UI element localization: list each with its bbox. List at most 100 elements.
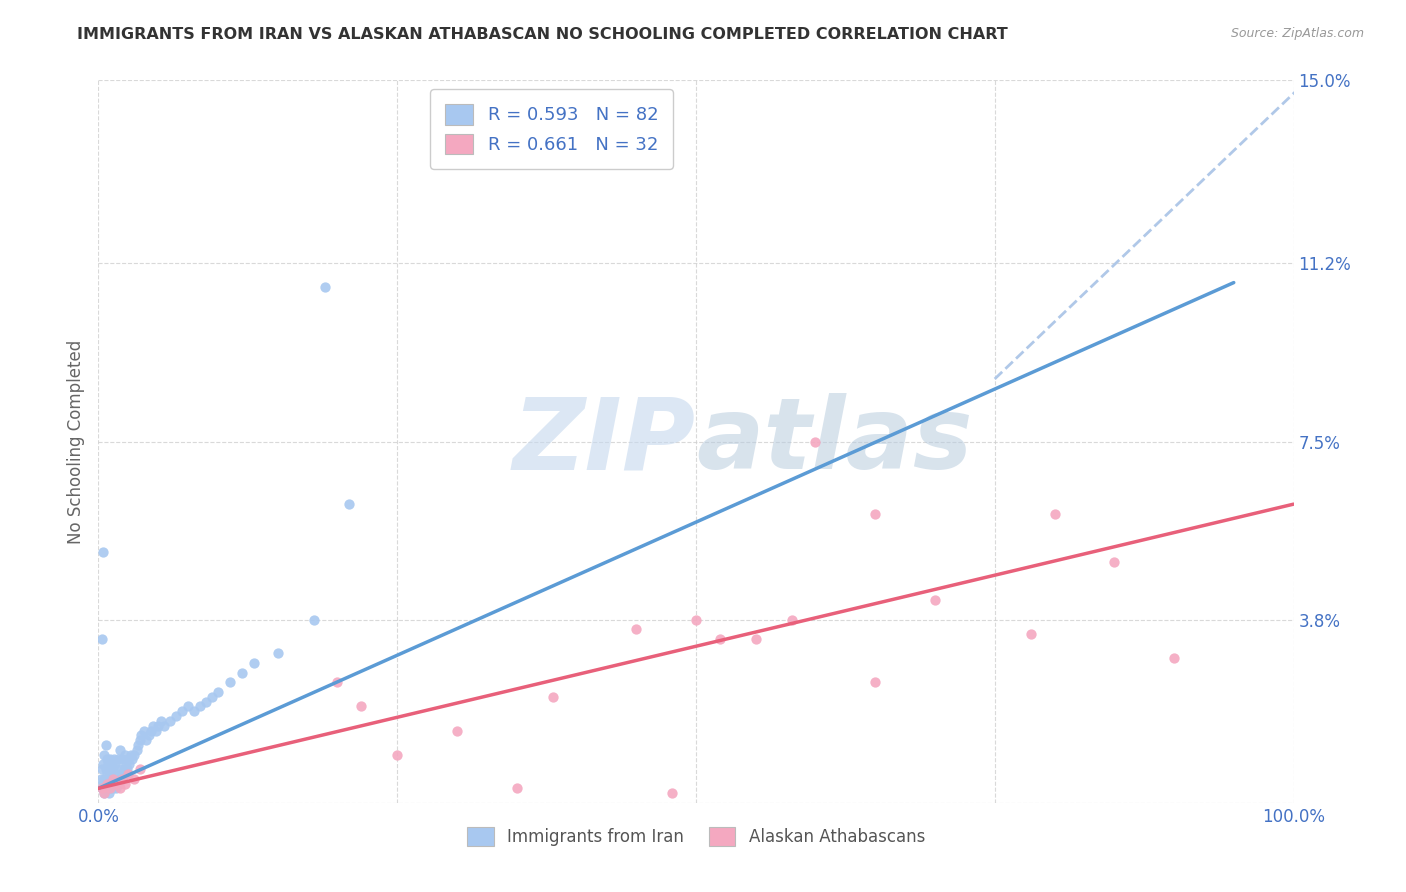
- Point: [114, 776, 136, 790]
- Point: [177, 699, 200, 714]
- Point: [219, 675, 242, 690]
- Point: [98, 781, 122, 796]
- Point: [93, 747, 115, 762]
- Point: [153, 719, 176, 733]
- Point: [302, 613, 325, 627]
- Point: [107, 772, 129, 786]
- Point: [98, 786, 121, 800]
- Point: [105, 767, 128, 781]
- Point: [159, 714, 181, 728]
- Point: [326, 675, 349, 690]
- Point: [350, 699, 373, 714]
- Point: [105, 781, 128, 796]
- Point: [115, 762, 138, 776]
- Point: [124, 772, 146, 786]
- Point: [108, 781, 131, 796]
- Point: [165, 709, 187, 723]
- Point: [103, 752, 125, 766]
- Point: [243, 656, 266, 670]
- Point: [924, 593, 946, 607]
- Point: [195, 695, 218, 709]
- Point: [98, 767, 122, 781]
- Point: [124, 747, 146, 762]
- Point: [745, 632, 768, 646]
- Point: [131, 728, 153, 742]
- Point: [111, 752, 134, 766]
- Point: [780, 613, 803, 627]
- Point: [91, 545, 114, 559]
- Point: [98, 762, 121, 776]
- Point: [135, 733, 157, 747]
- Text: Source: ZipAtlas.com: Source: ZipAtlas.com: [1230, 27, 1364, 40]
- Point: [626, 623, 648, 637]
- Point: [201, 690, 224, 704]
- Point: [117, 767, 139, 781]
- Point: [541, 690, 564, 704]
- Point: [97, 757, 120, 772]
- Point: [107, 752, 129, 766]
- Point: [865, 507, 887, 521]
- Point: [114, 767, 136, 781]
- Point: [98, 752, 122, 766]
- Y-axis label: No Schooling Completed: No Schooling Completed: [66, 340, 84, 543]
- Point: [93, 786, 115, 800]
- Point: [94, 781, 117, 796]
- Point: [94, 762, 117, 776]
- Text: ZIP: ZIP: [513, 393, 696, 490]
- Point: [118, 757, 141, 772]
- Point: [97, 772, 120, 786]
- Point: [1019, 627, 1042, 641]
- Point: [709, 632, 731, 646]
- Point: [138, 728, 160, 742]
- Point: [129, 733, 152, 747]
- Point: [101, 772, 124, 786]
- Point: [172, 704, 194, 718]
- Point: [111, 772, 134, 786]
- Point: [315, 280, 337, 294]
- Point: [107, 776, 129, 790]
- Point: [446, 723, 468, 738]
- Point: [104, 757, 127, 772]
- Point: [114, 747, 136, 762]
- Point: [183, 704, 205, 718]
- Point: [93, 786, 115, 800]
- Point: [94, 738, 117, 752]
- Point: [96, 776, 118, 790]
- Point: [1043, 507, 1066, 521]
- Point: [267, 647, 290, 661]
- Point: [339, 497, 361, 511]
- Point: [385, 747, 409, 762]
- Point: [100, 776, 122, 790]
- Point: [105, 776, 128, 790]
- Point: [90, 772, 112, 786]
- Point: [129, 762, 152, 776]
- Point: [207, 685, 229, 699]
- Point: [1104, 555, 1126, 569]
- Point: [231, 665, 253, 680]
- Point: [132, 723, 155, 738]
- Point: [101, 781, 124, 796]
- Point: [142, 719, 165, 733]
- Point: [145, 723, 167, 738]
- Point: [110, 767, 132, 781]
- Point: [91, 776, 114, 790]
- Point: [865, 675, 887, 690]
- Point: [108, 743, 131, 757]
- Point: [685, 613, 707, 627]
- Point: [91, 762, 114, 776]
- Point: [104, 776, 127, 790]
- Point: [98, 781, 122, 796]
- Point: [112, 762, 135, 776]
- Point: [120, 747, 142, 762]
- Text: atlas: atlas: [696, 393, 973, 490]
- Point: [661, 786, 683, 800]
- Point: [108, 762, 131, 776]
- Point: [103, 772, 125, 786]
- Point: [127, 738, 149, 752]
- Point: [125, 743, 148, 757]
- Point: [149, 714, 172, 728]
- Legend: Immigrants from Iran, Alaskan Athabascans: Immigrants from Iran, Alaskan Athabascan…: [454, 814, 938, 860]
- Point: [100, 757, 122, 772]
- Point: [91, 781, 114, 796]
- Point: [804, 434, 827, 449]
